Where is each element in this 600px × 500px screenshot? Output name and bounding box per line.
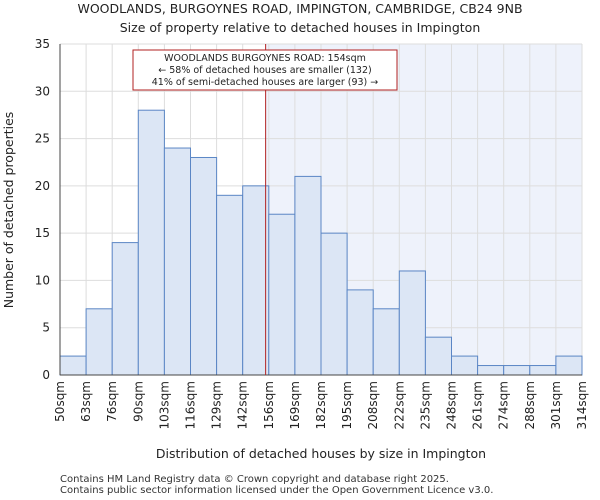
- bar: [398, 270, 426, 376]
- x-tick-label: 90sqm: [131, 381, 145, 422]
- bar: [190, 156, 218, 376]
- bar: [451, 355, 479, 376]
- annotation-line: ← 58% of detached houses are smaller (13…: [158, 65, 371, 76]
- x-tick-label: 156sqm: [262, 381, 276, 429]
- bar: [320, 232, 348, 376]
- x-tick-label: 195sqm: [340, 381, 354, 429]
- chart-title: WOODLANDS, BURGOYNES ROAD, IMPINGTON, CA…: [77, 1, 522, 16]
- x-tick-label: 274sqm: [497, 381, 511, 429]
- x-tick-label: 235sqm: [418, 381, 432, 429]
- x-tick-label: 169sqm: [288, 381, 302, 429]
- y-axis-title: Number of detached properties: [1, 112, 16, 309]
- x-tick-label: 142sqm: [236, 381, 250, 429]
- x-tick-label: 50sqm: [53, 381, 67, 422]
- bar: [111, 242, 139, 376]
- annotation-line: WOODLANDS BURGOYNES ROAD: 154sqm: [164, 53, 366, 64]
- bar: [424, 336, 452, 376]
- y-tick-label: 0: [42, 368, 50, 382]
- bar: [346, 289, 374, 376]
- x-tick-label: 301sqm: [549, 381, 563, 429]
- y-tick-label: 35: [35, 37, 50, 51]
- bar: [555, 355, 583, 376]
- x-tick-label: 314sqm: [575, 381, 589, 429]
- bar: [294, 175, 322, 376]
- y-tick-label: 10: [35, 273, 50, 287]
- y-tick-label: 5: [42, 321, 50, 335]
- x-axis-title: Distribution of detached houses by size …: [156, 446, 486, 461]
- annotation-box: [132, 49, 398, 91]
- x-tick-label: 222sqm: [392, 381, 406, 429]
- plot-area: 0 5 10 15 20 25 30 35 50sqm 63sqm 76sqm 90sqm 103sqm…: [35, 37, 589, 429]
- bar: [216, 194, 244, 376]
- bar: [372, 308, 400, 376]
- bar: [85, 308, 113, 376]
- chart-subtitle: Size of property relative to detached ho…: [120, 20, 481, 35]
- x-tick-label: 288sqm: [523, 381, 537, 429]
- y-tick-label: 30: [35, 84, 50, 98]
- bar: [137, 109, 165, 376]
- annotation-line: 41% of semi-detached houses are larger (…: [152, 77, 379, 88]
- footer-line-2: Contains public sector information licen…: [60, 485, 493, 496]
- bar: [59, 355, 87, 376]
- bar: [268, 213, 296, 376]
- footer-line-1: Contains HM Land Registry data © Crown c…: [60, 474, 449, 485]
- x-tick-label: 261sqm: [471, 381, 485, 429]
- bar: [477, 365, 505, 376]
- x-tick-label: 76sqm: [105, 381, 119, 422]
- y-tick-label: 25: [35, 132, 50, 146]
- x-tick-label: 248sqm: [445, 381, 459, 429]
- y-tick-label: 20: [35, 179, 50, 193]
- bar: [529, 365, 557, 376]
- bar: [163, 147, 191, 376]
- bar: [242, 185, 270, 376]
- x-tick-label: 182sqm: [314, 381, 328, 429]
- x-tick-label: 116sqm: [184, 381, 198, 429]
- y-tick-label: 15: [35, 226, 50, 240]
- x-tick-label: 208sqm: [366, 381, 380, 429]
- x-tick-label: 129sqm: [210, 381, 224, 429]
- x-tick-label: 63sqm: [79, 381, 93, 422]
- x-tick-label: 103sqm: [157, 381, 171, 429]
- bar: [503, 365, 531, 376]
